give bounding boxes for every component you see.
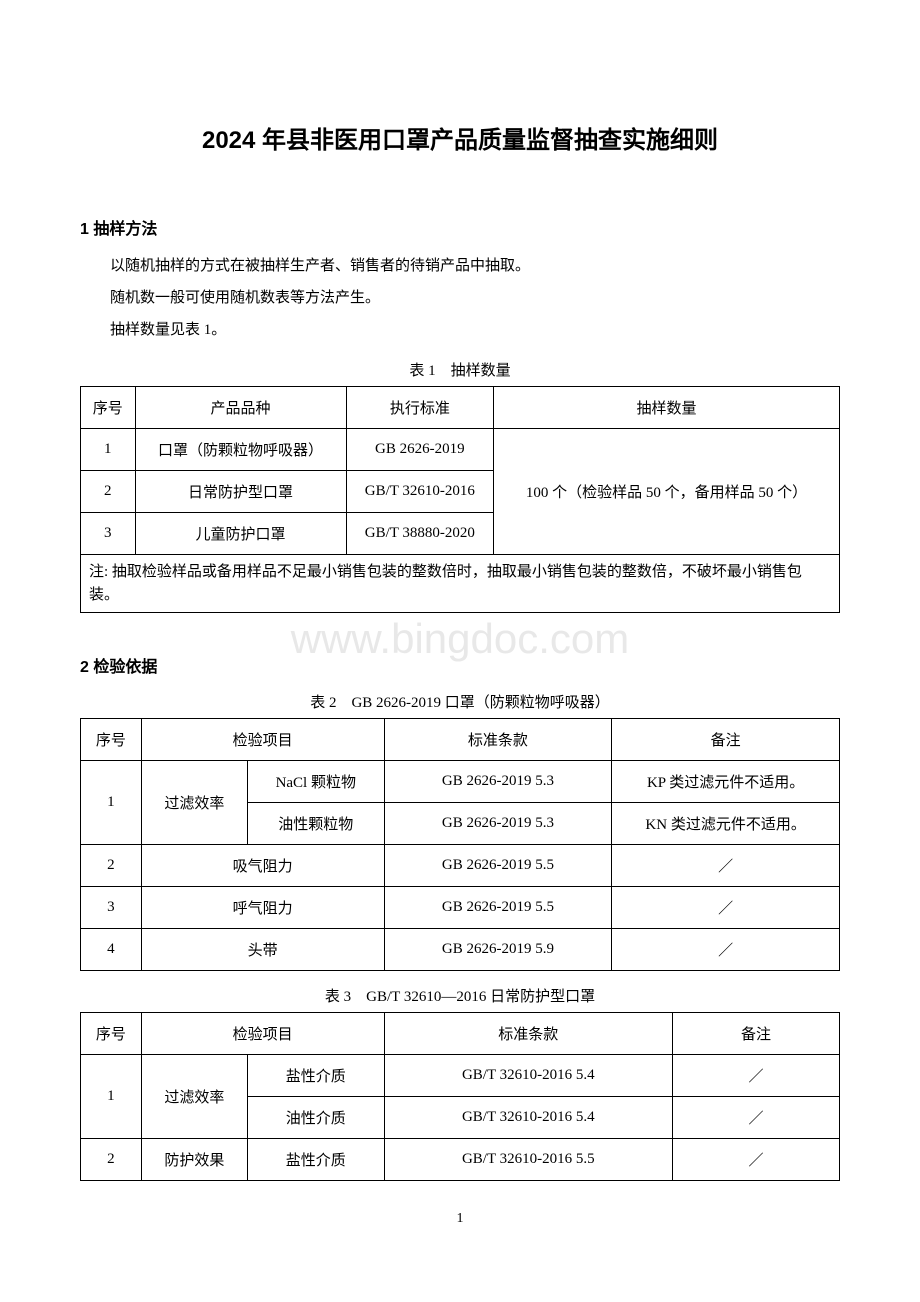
table1-merged-c4: 100 个（检验样品 50 个，备用样品 50 个） [494, 429, 840, 555]
table1-r3c3: GB/T 38880-2020 [346, 513, 493, 555]
table2-r3c2: 吸气阻力 [141, 845, 384, 887]
table1-caption: 表 1 抽样数量 [80, 359, 840, 380]
table3-r3c2a: 防护效果 [141, 1139, 247, 1181]
table2-r5c3: GB 2626-2019 5.9 [384, 929, 612, 971]
table3-r2c2b: 油性介质 [247, 1097, 384, 1139]
table1-r2c1: 2 [81, 471, 136, 513]
table1-h3: 执行标准 [346, 387, 493, 429]
table2-r2c4: KN 类过滤元件不适用。 [612, 803, 840, 845]
table2-r4c1: 3 [81, 887, 142, 929]
table-row: 序号 检验项目 标准条款 备注 [81, 1013, 840, 1055]
table-row: 序号 产品品种 执行标准 抽样数量 [81, 387, 840, 429]
section2-heading: 2 检验依据 [80, 653, 840, 677]
table-row: 1 口罩（防颗粒物呼吸器） GB 2626-2019 100 个（检验样品 50… [81, 429, 840, 471]
section1-p3: 抽样数量见表 1。 [80, 315, 840, 345]
table-row: 1 过滤效率 NaCl 颗粒物 GB 2626-2019 5.3 KP 类过滤元… [81, 761, 840, 803]
table1-r1c2: 口罩（防颗粒物呼吸器） [135, 429, 346, 471]
table2-r1c2a: 过滤效率 [141, 761, 247, 845]
table-row: 2 吸气阻力 GB 2626-2019 5.5 ／ [81, 845, 840, 887]
table2-r5c1: 4 [81, 929, 142, 971]
table1-note: 注: 抽取检验样品或备用样品不足最小销售包装的整数倍时，抽取最小销售包装的整数倍… [81, 555, 840, 613]
table3-r2c4: ／ [673, 1097, 840, 1139]
table1-r3c1: 3 [81, 513, 136, 555]
table1-h4: 抽样数量 [494, 387, 840, 429]
document-content: 2024 年县非医用口罩产品质量监督抽查实施细则 1 抽样方法 以随机抽样的方式… [80, 120, 840, 1227]
table3-r1c4: ／ [673, 1055, 840, 1097]
table2-caption: 表 2 GB 2626-2019 口罩（防颗粒物呼吸器） [80, 691, 840, 712]
table2-r4c4: ／ [612, 887, 840, 929]
document-title: 2024 年县非医用口罩产品质量监督抽查实施细则 [80, 120, 840, 155]
table-row: 4 头带 GB 2626-2019 5.9 ／ [81, 929, 840, 971]
table1-r2c3: GB/T 32610-2016 [346, 471, 493, 513]
table1-r1c1: 1 [81, 429, 136, 471]
table2-r2c3: GB 2626-2019 5.3 [384, 803, 612, 845]
table1-h2: 产品品种 [135, 387, 346, 429]
table-row: 2 防护效果 盐性介质 GB/T 32610-2016 5.5 ／ [81, 1139, 840, 1181]
table2-r1c4: KP 类过滤元件不适用。 [612, 761, 840, 803]
table2-h4: 备注 [612, 719, 840, 761]
section1-p2: 随机数一般可使用随机数表等方法产生。 [80, 283, 840, 313]
page-number: 1 [80, 1211, 840, 1227]
table1-r1c3: GB 2626-2019 [346, 429, 493, 471]
table3-r3c1: 2 [81, 1139, 142, 1181]
table2-r3c3: GB 2626-2019 5.5 [384, 845, 612, 887]
table-row: 序号 检验项目 标准条款 备注 [81, 719, 840, 761]
table3: 序号 检验项目 标准条款 备注 1 过滤效率 盐性介质 GB/T 32610-2… [80, 1012, 840, 1181]
table2-r1c1: 1 [81, 761, 142, 845]
table-row: 3 呼气阻力 GB 2626-2019 5.5 ／ [81, 887, 840, 929]
table3-r1c2b: 盐性介质 [247, 1055, 384, 1097]
table3-r3c2b: 盐性介质 [247, 1139, 384, 1181]
table2-r1c2b: NaCl 颗粒物 [247, 761, 384, 803]
table2-h1: 序号 [81, 719, 142, 761]
table2-r3c4: ／ [612, 845, 840, 887]
section1-p1: 以随机抽样的方式在被抽样生产者、销售者的待销产品中抽取。 [80, 251, 840, 281]
table3-r3c4: ／ [673, 1139, 840, 1181]
table1-r3c2: 儿童防护口罩 [135, 513, 346, 555]
table3-caption: 表 3 GB/T 32610—2016 日常防护型口罩 [80, 985, 840, 1006]
table2: 序号 检验项目 标准条款 备注 1 过滤效率 NaCl 颗粒物 GB 2626-… [80, 718, 840, 971]
section1-heading: 1 抽样方法 [80, 215, 840, 239]
table2-r5c4: ／ [612, 929, 840, 971]
table2-h3: 标准条款 [384, 719, 612, 761]
table3-h3: 标准条款 [384, 1013, 672, 1055]
table1-r2c2: 日常防护型口罩 [135, 471, 346, 513]
table2-r4c3: GB 2626-2019 5.5 [384, 887, 612, 929]
table2-r3c1: 2 [81, 845, 142, 887]
table2-r5c2: 头带 [141, 929, 384, 971]
table-row: 注: 抽取检验样品或备用样品不足最小销售包装的整数倍时，抽取最小销售包装的整数倍… [81, 555, 840, 613]
table3-h2: 检验项目 [141, 1013, 384, 1055]
table1-h1: 序号 [81, 387, 136, 429]
table2-h2: 检验项目 [141, 719, 384, 761]
table1: 序号 产品品种 执行标准 抽样数量 1 口罩（防颗粒物呼吸器） GB 2626-… [80, 386, 840, 613]
table3-r1c2a: 过滤效率 [141, 1055, 247, 1139]
table3-h4: 备注 [673, 1013, 840, 1055]
table3-r1c3: GB/T 32610-2016 5.4 [384, 1055, 672, 1097]
table-row: 1 过滤效率 盐性介质 GB/T 32610-2016 5.4 ／ [81, 1055, 840, 1097]
table3-r1c1: 1 [81, 1055, 142, 1139]
table3-r3c3: GB/T 32610-2016 5.5 [384, 1139, 672, 1181]
table3-h1: 序号 [81, 1013, 142, 1055]
table2-r2c2b: 油性颗粒物 [247, 803, 384, 845]
table3-r2c3: GB/T 32610-2016 5.4 [384, 1097, 672, 1139]
table2-r1c3: GB 2626-2019 5.3 [384, 761, 612, 803]
table2-r4c2: 呼气阻力 [141, 887, 384, 929]
